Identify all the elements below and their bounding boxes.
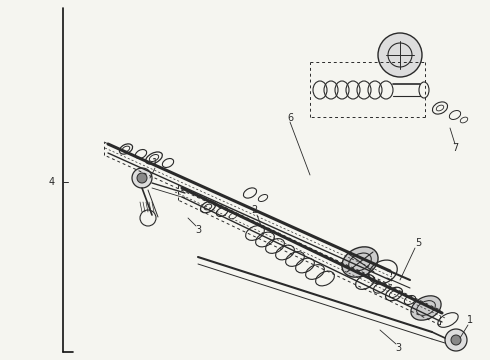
Ellipse shape <box>411 296 441 320</box>
Text: 3: 3 <box>195 225 201 235</box>
Text: 1: 1 <box>467 315 473 325</box>
Circle shape <box>132 168 152 188</box>
Text: 4: 4 <box>49 177 55 187</box>
Circle shape <box>137 173 147 183</box>
Circle shape <box>445 329 467 351</box>
Text: 6: 6 <box>287 113 293 123</box>
Text: 7: 7 <box>452 143 458 153</box>
Ellipse shape <box>342 247 378 277</box>
Text: 3: 3 <box>395 343 401 353</box>
Text: 1: 1 <box>152 158 158 168</box>
Circle shape <box>451 335 461 345</box>
Text: 5: 5 <box>415 238 421 248</box>
Circle shape <box>378 33 422 77</box>
Text: 2: 2 <box>251 205 257 215</box>
